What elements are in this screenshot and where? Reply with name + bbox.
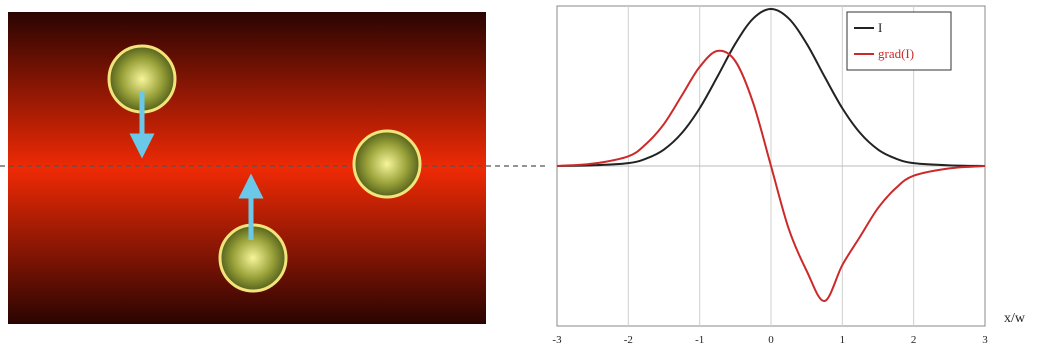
x-tick-label: -1 <box>695 334 704 346</box>
x-tick-label: 2 <box>911 334 917 346</box>
legend-box <box>846 11 952 71</box>
intensity-plot: -3 -2 -1 0 1 2 3 x/w I grad(I) <box>552 5 1026 346</box>
particle-center-right <box>352 129 422 199</box>
x-tick-label: 3 <box>982 334 988 346</box>
series-line-i <box>556 7 986 167</box>
x-tick-label: 1 <box>840 334 846 346</box>
legend: I grad(I) <box>846 11 952 71</box>
legend-label-grad-i: grad(I) <box>878 46 914 61</box>
x-tick-label: -2 <box>624 334 633 346</box>
beam-panel <box>0 12 545 324</box>
legend-label-i: I <box>878 20 882 35</box>
x-tick-label: -3 <box>552 334 562 346</box>
series-line-grad-i <box>556 49 986 303</box>
x-axis-title: x/w <box>1004 311 1026 326</box>
x-tick-label: 0 <box>768 334 774 346</box>
